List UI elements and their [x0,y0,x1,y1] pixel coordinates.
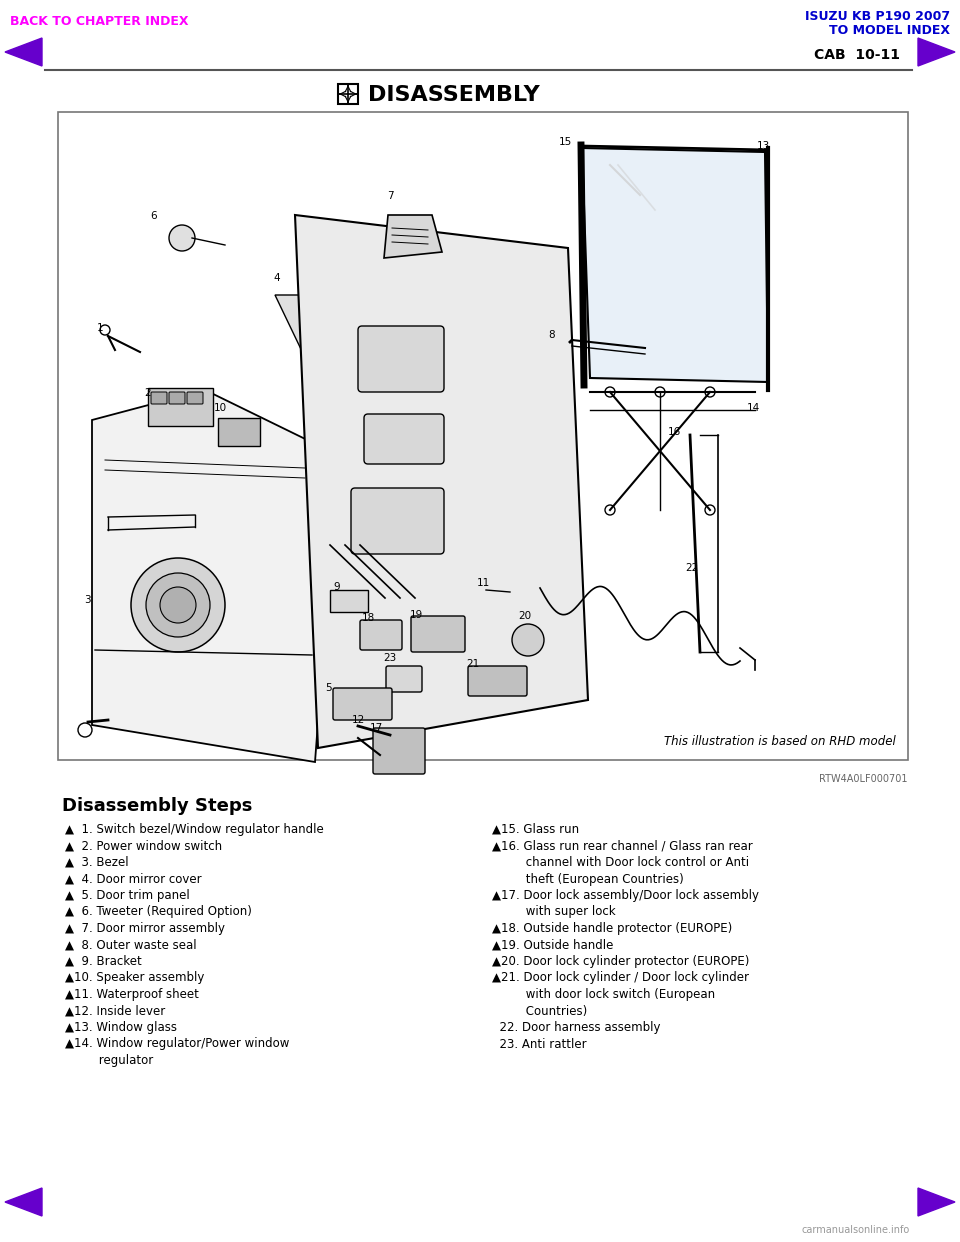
Text: carmanualsonline.info: carmanualsonline.info [802,1225,910,1235]
Circle shape [100,325,110,335]
Text: CAB  10-11: CAB 10-11 [814,48,900,62]
Text: with door lock switch (European: with door lock switch (European [492,987,715,1001]
Polygon shape [275,296,328,368]
Text: ▲12. Inside lever: ▲12. Inside lever [65,1005,165,1017]
Text: 9: 9 [334,582,340,592]
FancyBboxPatch shape [330,590,368,612]
FancyBboxPatch shape [468,666,527,696]
FancyBboxPatch shape [218,419,260,446]
Text: ▲  3. Bezel: ▲ 3. Bezel [65,856,129,869]
Text: ▲  4. Door mirror cover: ▲ 4. Door mirror cover [65,872,202,886]
Text: channel with Door lock control or Anti: channel with Door lock control or Anti [492,856,749,869]
Text: 4: 4 [274,273,280,283]
FancyBboxPatch shape [360,620,402,650]
Text: 18: 18 [361,614,374,623]
Text: 22: 22 [685,563,699,573]
Polygon shape [918,1189,955,1216]
FancyBboxPatch shape [169,392,185,404]
Polygon shape [295,215,588,748]
FancyBboxPatch shape [386,666,422,692]
Text: ▲14. Window regulator/Power window: ▲14. Window regulator/Power window [65,1037,289,1051]
Text: 2: 2 [145,388,152,397]
Polygon shape [5,39,42,66]
FancyBboxPatch shape [148,388,213,426]
Text: ▲  6. Tweeter (Required Option): ▲ 6. Tweeter (Required Option) [65,905,252,919]
Text: 15: 15 [559,137,571,147]
Text: ▲15. Glass run: ▲15. Glass run [492,823,579,836]
Text: Disassembly Steps: Disassembly Steps [62,797,252,815]
FancyBboxPatch shape [364,414,444,465]
Circle shape [605,505,615,515]
Circle shape [78,723,92,737]
Text: ISUZU KB P190 2007: ISUZU KB P190 2007 [804,10,950,24]
Text: 17: 17 [370,723,383,733]
Text: with super lock: with super lock [492,905,615,919]
Text: ▲13. Window glass: ▲13. Window glass [65,1021,177,1035]
Text: 23. Anti rattler: 23. Anti rattler [492,1037,587,1051]
Text: ▲17. Door lock assembly/Door lock assembly: ▲17. Door lock assembly/Door lock assemb… [492,889,759,902]
Text: 10: 10 [213,402,227,414]
Text: DISASSEMBLY: DISASSEMBLY [368,84,540,106]
Circle shape [169,225,195,251]
Text: 6: 6 [151,211,157,221]
Text: 23: 23 [383,653,396,663]
Text: 7: 7 [387,191,394,201]
Text: 1: 1 [97,323,104,333]
FancyBboxPatch shape [58,112,908,760]
Text: 11: 11 [476,578,490,587]
FancyBboxPatch shape [411,616,465,652]
Text: 20: 20 [518,611,532,621]
Text: 5: 5 [325,683,332,693]
Text: 8: 8 [549,330,555,340]
Circle shape [655,388,665,397]
Text: ▲11. Waterproof sheet: ▲11. Waterproof sheet [65,987,199,1001]
Text: 19: 19 [409,610,422,620]
Text: theft (European Countries): theft (European Countries) [492,872,684,886]
Text: ▲16. Glass run rear channel / Glass ran rear: ▲16. Glass run rear channel / Glass ran … [492,840,753,852]
Circle shape [512,623,544,656]
Text: ▲20. Door lock cylinder protector (EUROPE): ▲20. Door lock cylinder protector (EUROP… [492,955,750,968]
Text: 21: 21 [467,660,480,669]
FancyBboxPatch shape [338,84,358,104]
Text: Countries): Countries) [492,1005,588,1017]
Polygon shape [582,148,768,383]
Circle shape [160,587,196,623]
Text: 3: 3 [84,595,90,605]
Text: regulator: regulator [65,1054,154,1067]
Text: RTW4A0LF000701: RTW4A0LF000701 [820,774,908,784]
FancyBboxPatch shape [151,392,167,404]
Text: ▲21. Door lock cylinder / Door lock cylinder: ▲21. Door lock cylinder / Door lock cyli… [492,971,749,985]
FancyBboxPatch shape [333,688,392,720]
Text: ▲  8. Outer waste seal: ▲ 8. Outer waste seal [65,939,197,951]
Circle shape [146,573,210,637]
Circle shape [705,505,715,515]
Text: ▲  9. Bracket: ▲ 9. Bracket [65,955,142,968]
Text: 12: 12 [351,715,365,725]
Text: ▲10. Speaker assembly: ▲10. Speaker assembly [65,971,204,985]
Text: 16: 16 [667,427,681,437]
Circle shape [131,558,225,652]
Polygon shape [384,215,442,258]
Circle shape [705,388,715,397]
Text: 14: 14 [746,402,759,414]
Text: BACK TO CHAPTER INDEX: BACK TO CHAPTER INDEX [10,15,188,29]
Text: ▲  7. Door mirror assembly: ▲ 7. Door mirror assembly [65,922,225,935]
Polygon shape [918,39,955,66]
FancyBboxPatch shape [373,728,425,774]
FancyBboxPatch shape [358,325,444,392]
Text: ▲  5. Door trim panel: ▲ 5. Door trim panel [65,889,190,902]
Text: TO MODEL INDEX: TO MODEL INDEX [829,24,950,37]
Text: This illustration is based on RHD model: This illustration is based on RHD model [664,735,896,748]
Polygon shape [92,390,338,763]
Polygon shape [5,1189,42,1216]
FancyBboxPatch shape [351,488,444,554]
Text: 22. Door harness assembly: 22. Door harness assembly [492,1021,660,1035]
Text: ▲18. Outside handle protector (EUROPE): ▲18. Outside handle protector (EUROPE) [492,922,732,935]
Text: ▲19. Outside handle: ▲19. Outside handle [492,939,613,951]
Text: 13: 13 [756,142,770,152]
FancyBboxPatch shape [187,392,203,404]
Circle shape [605,388,615,397]
Text: ▲  2. Power window switch: ▲ 2. Power window switch [65,840,222,852]
Text: ▲  1. Switch bezel/Window regulator handle: ▲ 1. Switch bezel/Window regulator handl… [65,823,324,836]
